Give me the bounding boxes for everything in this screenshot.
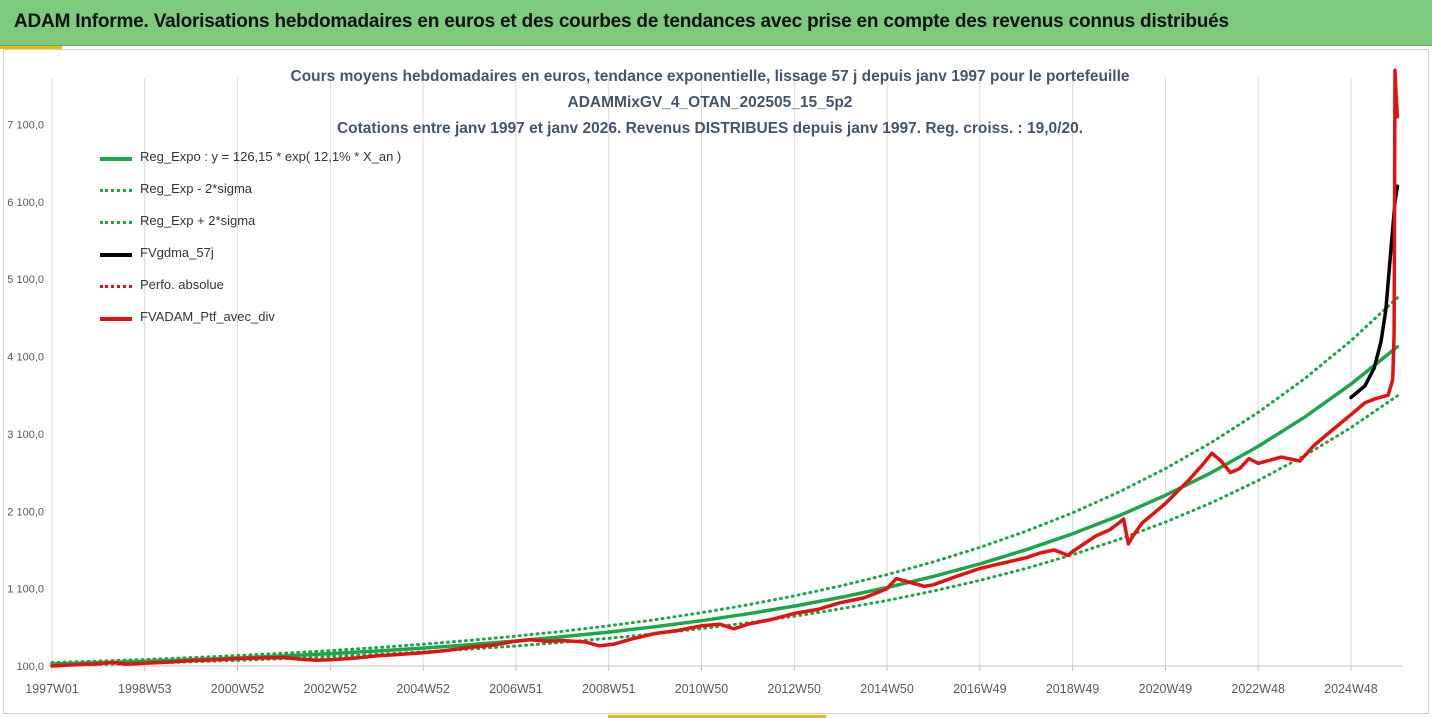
chart-frame bbox=[3, 49, 1429, 714]
legend-swatch bbox=[100, 317, 132, 321]
legend-swatch bbox=[100, 157, 132, 161]
series-line-5 bbox=[50, 68, 1400, 668]
header-banner: ADAM Informe. Valorisations hebdomadaire… bbox=[0, 0, 1432, 46]
y-tick-label: 6 100,0 bbox=[7, 197, 44, 209]
chart-titles: Cours moyens hebdomadaires en euros, ten… bbox=[130, 64, 1290, 142]
chart-title: Cours moyens hebdomadaires en euros, ten… bbox=[290, 68, 1130, 85]
x-tick-label: 2000W52 bbox=[211, 682, 265, 696]
series-line-0 bbox=[50, 345, 1400, 666]
legend-swatch bbox=[100, 189, 132, 192]
grid-lines bbox=[51, 78, 1352, 666]
series-lines bbox=[50, 68, 1400, 668]
legend-swatch bbox=[100, 221, 132, 224]
chart-subtitle: ADAMMixGV_4_OTAN_202505_15_5p2 bbox=[567, 94, 853, 111]
x-tick-label: 1998W53 bbox=[118, 682, 172, 696]
y-tick-label: 1 100,0 bbox=[7, 584, 44, 596]
series-line-2 bbox=[50, 296, 1399, 664]
y-tick-labels: 100,0 1 100,0 2 100,0 3 100,0 4 100,0 5 100,0… bbox=[7, 119, 44, 673]
legend-label: FVADAM_Ptf_avec_div bbox=[140, 309, 275, 324]
x-tick-labels: 1997W01 1998W53 2000W52 2002W52 2004W52 2006W… bbox=[25, 682, 1378, 696]
y-tick-label: 3 100,0 bbox=[7, 429, 44, 441]
x-tick-label: 2016W49 bbox=[953, 682, 1007, 696]
legend-label: Perfo. absolue bbox=[140, 277, 224, 292]
x-tick-label: 1997W01 bbox=[25, 682, 79, 696]
legend-label: Reg_Expo : y = 126,15 * exp( 12,1% * X_a… bbox=[140, 149, 402, 164]
accent-bar-left bbox=[0, 46, 62, 49]
x-tick-label: 2012W50 bbox=[768, 682, 822, 696]
x-tick-label: 2022W48 bbox=[1231, 682, 1285, 696]
legend-swatch bbox=[100, 253, 132, 257]
y-tick-label: 5 100,0 bbox=[7, 274, 44, 286]
series-line-3 bbox=[1349, 184, 1400, 400]
x-tick-label: 2010W50 bbox=[675, 682, 729, 696]
legend-label: Reg_Exp + 2*sigma bbox=[140, 213, 256, 228]
x-tick-label: 2018W49 bbox=[1046, 682, 1100, 696]
x-tick-label: 2002W52 bbox=[304, 682, 358, 696]
x-tick-label: 2006W51 bbox=[489, 682, 543, 696]
x-tick-label: 2014W50 bbox=[860, 682, 914, 696]
x-tick-label: 2004W52 bbox=[396, 682, 450, 696]
y-tick-label: 2 100,0 bbox=[7, 506, 44, 518]
x-tick-label: 2024W48 bbox=[1324, 682, 1378, 696]
accent-bar-bottom bbox=[608, 715, 826, 718]
y-tick-label: 100,0 bbox=[16, 661, 44, 673]
x-tick-label: 2020W49 bbox=[1139, 682, 1193, 696]
axes bbox=[51, 665, 1402, 671]
x-tick-label: 2008W51 bbox=[582, 682, 636, 696]
legend-label: FVgdma_57j bbox=[140, 245, 214, 260]
y-tick-label: 4 100,0 bbox=[7, 352, 44, 364]
report-title: ADAM Informe. Valorisations hebdomadaire… bbox=[14, 11, 1229, 32]
legend-label: Reg_Exp - 2*sigma bbox=[140, 181, 252, 196]
y-tick-label: 7 100,0 bbox=[7, 119, 44, 131]
chart-subtitle-2: Cotations entre janv 1997 et janv 2026. … bbox=[336, 120, 1084, 137]
legend-swatch bbox=[100, 285, 132, 288]
